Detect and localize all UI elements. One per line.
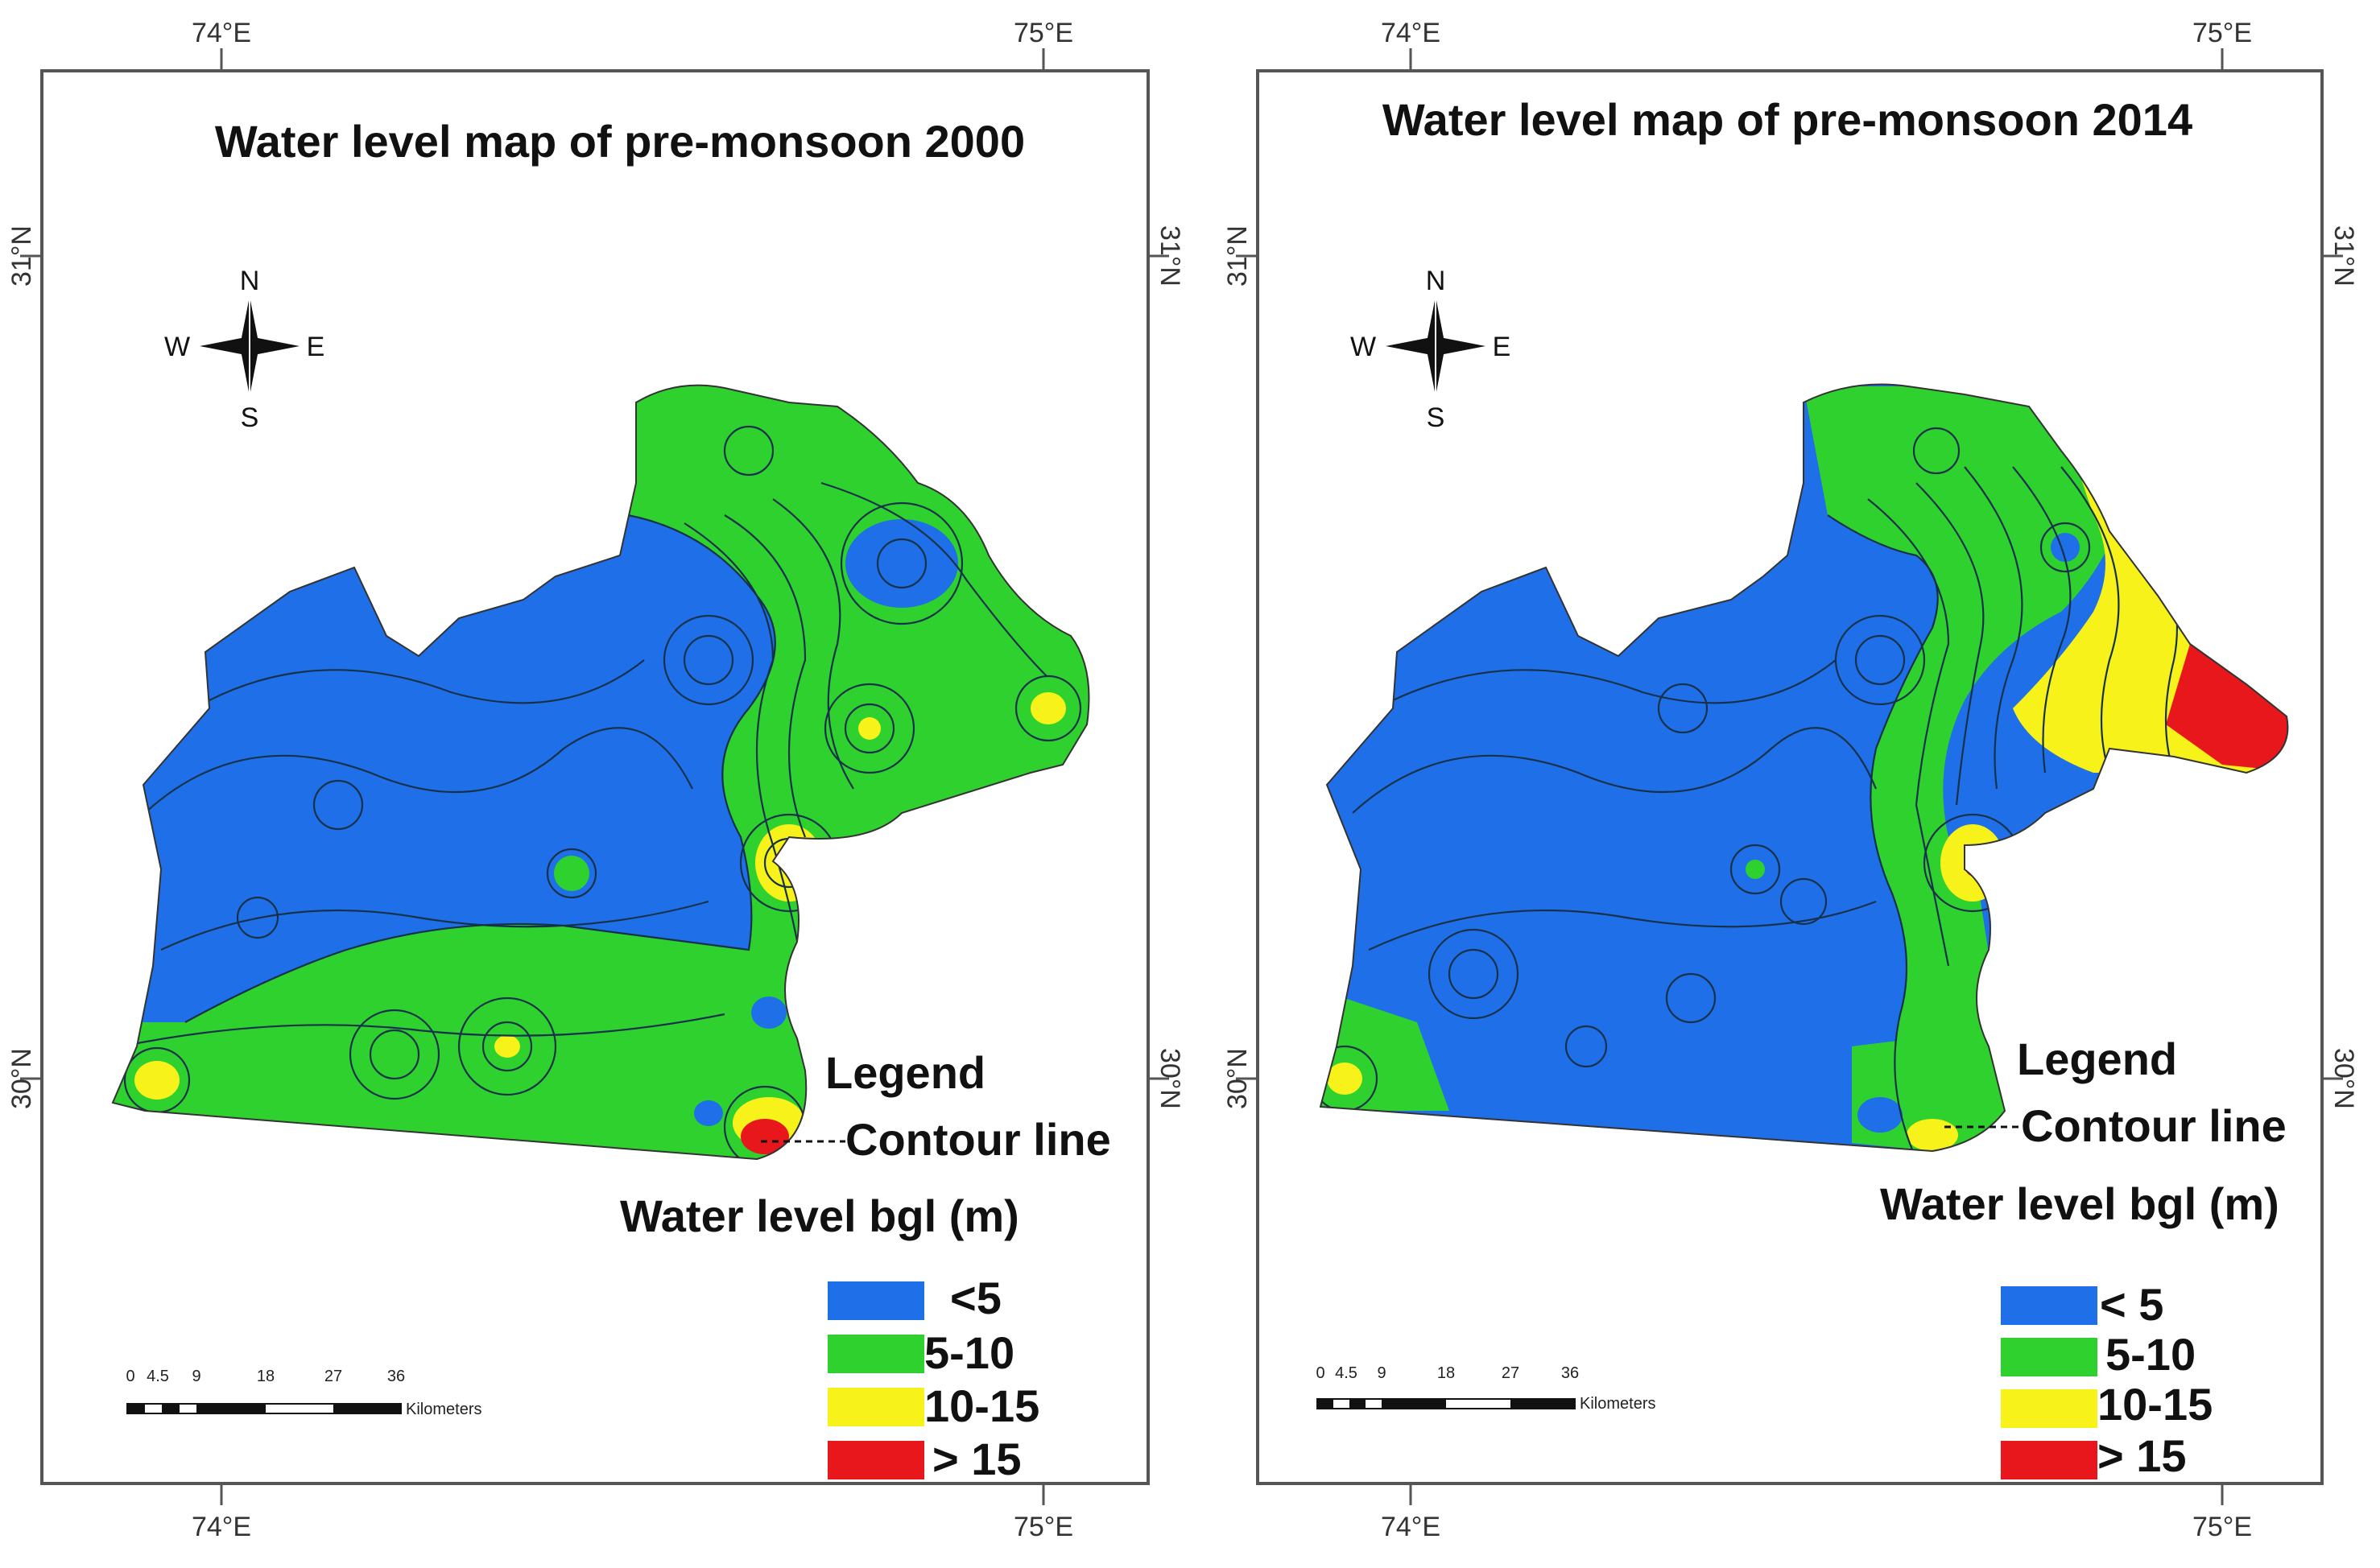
- north-arrow-icon: N S W E: [1350, 266, 1510, 433]
- scale-unit: Kilometers: [1580, 1395, 1655, 1413]
- zone-lt5: [845, 519, 958, 608]
- zone-10to15: [494, 1035, 520, 1058]
- scale-tick-0: 0: [126, 1368, 134, 1385]
- legend-swatch-gt15: [2001, 1441, 2097, 1479]
- scale-tick-9: 9: [192, 1368, 200, 1385]
- lon-label-75-bottom: 75°E: [1014, 1512, 1073, 1542]
- map-2000: 74°E 75°E 74°E 75°E 31°N 30°N 31°N 30°N …: [6, 18, 1185, 1542]
- water-level-surface: [112, 384, 1090, 1161]
- legend-label-gt15: > 15: [932, 1434, 1022, 1484]
- legend-contour-label: Contour line: [2021, 1100, 2287, 1151]
- legend-swatch-lt5: [2001, 1286, 2097, 1325]
- scale-tick-27: 27: [324, 1368, 342, 1385]
- legend-subheading: Water level bgl (m): [620, 1190, 1019, 1241]
- legend-label-5to10: 5-10: [2105, 1329, 2196, 1380]
- compass-s: S: [1427, 402, 1445, 433]
- scale-tick-0: 0: [1316, 1364, 1324, 1382]
- zone-5to10: [1804, 386, 2126, 1151]
- scale-bar: 0 4.5 9 18 27 36 Kilometers: [1316, 1364, 1655, 1413]
- zone-lt5: [694, 1100, 723, 1126]
- lat-label-31-left: 31°N: [6, 225, 37, 287]
- lon-label-75-bottom: 75°E: [2192, 1512, 2252, 1542]
- scale-tick-36: 36: [387, 1368, 405, 1385]
- legend-label-gt15: > 15: [2097, 1430, 2187, 1481]
- scale-tick-4-5: 4.5: [147, 1368, 169, 1385]
- legend-swatch-5to10: [828, 1335, 924, 1373]
- legend-swatch-10to15: [2001, 1389, 2097, 1428]
- lat-label-31-right: 31°N: [2328, 225, 2359, 287]
- zone-lt5: [554, 856, 589, 891]
- zone-5to10: [1746, 860, 1765, 879]
- lat-label-31-right: 31°N: [1155, 225, 1185, 287]
- contour-lines: [1320, 427, 2179, 1151]
- lat-label-30-right: 30°N: [1155, 1048, 1185, 1109]
- compass-n: N: [1426, 266, 1446, 296]
- lon-label-74-bottom: 74°E: [192, 1512, 251, 1542]
- lat-label-30-right: 30°N: [2328, 1048, 2359, 1109]
- lon-label-75-top: 75°E: [2192, 18, 2252, 48]
- compass-w: W: [164, 332, 190, 362]
- water-level-surface: [1320, 383, 2289, 1152]
- zone-10to15: [1031, 692, 1066, 724]
- compass-w: W: [1350, 332, 1376, 362]
- north-arrow-icon: N S W E: [164, 266, 324, 433]
- legend-label-lt5: < 5: [2100, 1279, 2163, 1330]
- compass-e: E: [307, 332, 325, 362]
- legend-swatch-5to10: [2001, 1338, 2097, 1376]
- lat-label-31-left: 31°N: [1222, 225, 1253, 287]
- legend-subheading: Water level bgl (m): [1880, 1178, 2279, 1229]
- scale-tick-9: 9: [1377, 1364, 1386, 1382]
- legend-heading: Legend: [825, 1047, 985, 1098]
- zone-10to15: [134, 1061, 180, 1100]
- map-title: Water level map of pre-monsoon 2000: [215, 116, 1025, 167]
- lat-label-30-left: 30°N: [6, 1048, 37, 1109]
- lon-label-75-top: 75°E: [1014, 18, 1073, 48]
- zone-lt5: [1857, 1097, 1903, 1133]
- legend: Legend Contour line Water level bgl (m) …: [1880, 1034, 2287, 1481]
- legend-label-10to15: 10-15: [924, 1380, 1039, 1431]
- legend-heading: Legend: [2017, 1034, 2177, 1084]
- lon-label-74-bottom: 74°E: [1381, 1512, 1440, 1542]
- map-title: Water level map of pre-monsoon 2014: [1382, 94, 2192, 145]
- lat-label-30-left: 30°N: [1222, 1048, 1253, 1109]
- scale-unit: Kilometers: [406, 1401, 481, 1418]
- zone-gt15: [2166, 636, 2288, 773]
- scale-tick-27: 27: [1502, 1364, 1519, 1382]
- compass-e: E: [1493, 332, 1511, 362]
- scale-tick-4-5: 4.5: [1335, 1364, 1357, 1382]
- legend-label-10to15: 10-15: [2097, 1379, 2213, 1430]
- compass-s: S: [241, 402, 259, 433]
- legend-swatch-10to15: [828, 1388, 924, 1426]
- compass-n: N: [240, 266, 260, 296]
- legend-swatch-gt15: [828, 1441, 924, 1479]
- scale-tick-36: 36: [1561, 1364, 1579, 1382]
- zone-lt5: [113, 515, 775, 1022]
- legend-contour-label: Contour line: [845, 1114, 1111, 1165]
- legend: Legend Contour line Water level bgl (m) …: [620, 1047, 1111, 1484]
- scale-tick-18: 18: [1437, 1364, 1455, 1382]
- zone-lt5: [751, 997, 787, 1029]
- legend-label-5to10: 5-10: [924, 1327, 1014, 1378]
- lon-label-74-top: 74°E: [192, 18, 251, 48]
- scale-bar: 0 4.5 9 18 27 36 Kilometers: [126, 1368, 481, 1418]
- scale-tick-18: 18: [257, 1368, 275, 1385]
- map-2014: 74°E 75°E 74°E 75°E 31°N 30°N 31°N 30°N …: [1222, 18, 2359, 1542]
- zone-10to15: [1327, 1063, 1362, 1095]
- legend-label-lt5: <5: [950, 1273, 1002, 1323]
- zone-10to15: [858, 717, 881, 740]
- legend-swatch-lt5: [828, 1281, 924, 1320]
- zone-gt15: [741, 1119, 789, 1154]
- lon-label-74-top: 74°E: [1381, 18, 1440, 48]
